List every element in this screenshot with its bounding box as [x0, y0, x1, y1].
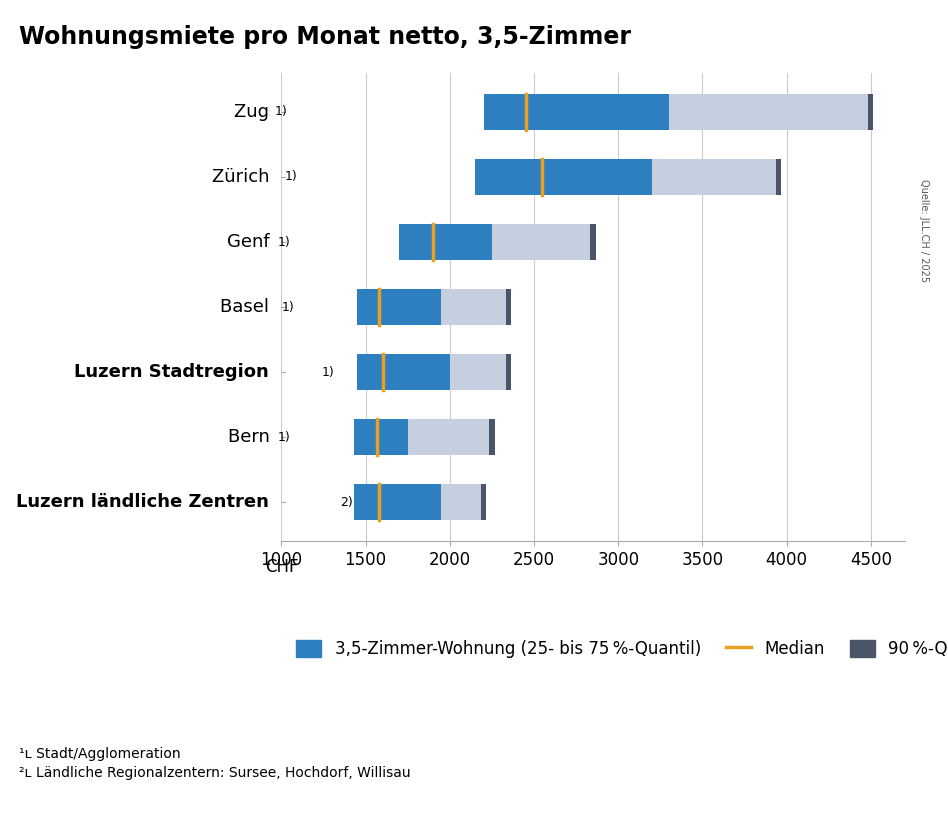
Text: 1): 1)	[321, 365, 335, 379]
Text: Zürich: Zürich	[212, 168, 275, 186]
Text: Genf: Genf	[227, 233, 275, 251]
Text: Bern: Bern	[228, 428, 275, 446]
Text: Luzern Stadtregion: Luzern Stadtregion	[74, 363, 275, 381]
Bar	[591, 224, 595, 260]
Bar	[483, 94, 668, 130]
Bar	[357, 290, 509, 325]
Text: 1): 1)	[282, 300, 294, 314]
Bar	[483, 94, 871, 130]
Bar	[489, 419, 495, 455]
Bar	[354, 419, 408, 455]
Text: 2): 2)	[340, 496, 353, 509]
Text: 1): 1)	[275, 106, 287, 119]
Text: Wohnungsmiete pro Monat netto, 3,5-Zimmer: Wohnungsmiete pro Monat netto, 3,5-Zimme…	[19, 25, 631, 49]
Bar	[357, 354, 450, 390]
Text: CHF: CHF	[264, 558, 299, 576]
Text: Basel: Basel	[221, 298, 275, 316]
Bar	[481, 484, 486, 520]
Bar	[357, 290, 442, 325]
Text: Quelle: JLL.CH / 2025: Quelle: JLL.CH / 2025	[920, 180, 929, 282]
Bar	[399, 224, 492, 260]
Bar	[506, 290, 511, 325]
Bar	[868, 94, 873, 130]
Text: 1): 1)	[278, 431, 291, 444]
Text: 1): 1)	[284, 171, 297, 183]
Bar	[354, 484, 442, 520]
Bar	[475, 159, 652, 195]
Text: 1): 1)	[278, 236, 291, 248]
Bar	[354, 484, 483, 520]
Bar	[399, 224, 593, 260]
Bar	[775, 159, 781, 195]
Bar	[354, 419, 492, 455]
Text: Luzern ländliche Zentren: Luzern ländliche Zentren	[16, 493, 275, 512]
Bar	[506, 354, 511, 390]
Bar	[475, 159, 778, 195]
Text: ²ʟ Ländliche Regionalzentern: Sursee, Hochdorf, Willisau: ²ʟ Ländliche Regionalzentern: Sursee, Ho…	[19, 766, 410, 780]
Text: ¹ʟ Stadt/Agglomeration: ¹ʟ Stadt/Agglomeration	[19, 747, 180, 761]
Legend: 3,5-Zimmer-Wohnung (25- bis 75 %-Quantil), Median, 90 %-Quantil: 3,5-Zimmer-Wohnung (25- bis 75 %-Quantil…	[290, 633, 948, 664]
Bar	[357, 354, 509, 390]
Text: Zug: Zug	[234, 103, 275, 121]
